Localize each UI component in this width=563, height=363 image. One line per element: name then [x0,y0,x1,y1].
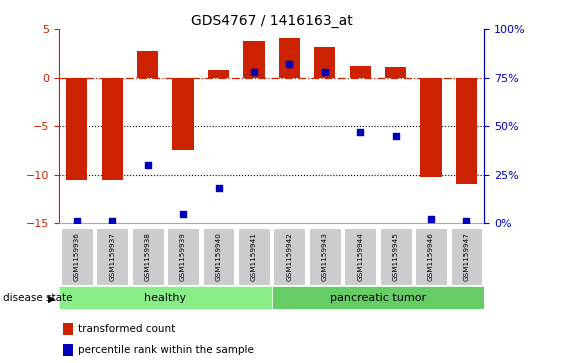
Bar [450,228,482,285]
Text: GSM1159938: GSM1159938 [145,232,151,281]
Bar [208,70,229,78]
Bar [421,78,441,177]
Text: GSM1159940: GSM1159940 [216,232,221,281]
Bar [344,228,376,285]
Bar [137,52,158,78]
Text: GSM1159941: GSM1159941 [251,232,257,281]
Text: pancreatic tumor: pancreatic tumor [330,293,426,303]
Text: GSM1159945: GSM1159945 [392,232,399,281]
Point [178,211,187,216]
Bar [132,228,164,285]
Bar [350,66,371,78]
Text: healthy: healthy [144,293,186,303]
Title: GDS4767 / 1416163_at: GDS4767 / 1416163_at [191,14,352,28]
Bar [415,228,447,285]
Text: GSM1159946: GSM1159946 [428,232,434,281]
Bar [59,286,271,309]
Bar [167,228,199,285]
Point [391,133,400,139]
Text: transformed count: transformed count [78,324,176,334]
Text: percentile rank within the sample: percentile rank within the sample [78,345,254,355]
Bar [203,228,234,285]
Point [356,129,365,135]
Point [214,185,223,191]
Bar [379,228,412,285]
Point [108,219,117,224]
Bar [66,78,87,180]
Text: GSM1159936: GSM1159936 [74,232,80,281]
Point [320,69,329,75]
Bar [309,228,341,285]
Bar [101,78,123,180]
Bar [272,286,484,309]
Text: GSM1159944: GSM1159944 [357,232,363,281]
Point [285,61,294,67]
Point [72,219,81,224]
Point [249,69,258,75]
Text: ▶: ▶ [48,293,55,303]
Bar [172,78,194,150]
Bar [456,78,477,184]
Bar [243,41,265,78]
Bar [64,323,73,335]
Text: GSM1159939: GSM1159939 [180,232,186,281]
Point [143,162,152,168]
Bar [64,344,73,356]
Bar [274,228,305,285]
Point [462,219,471,224]
Text: disease state: disease state [3,293,72,303]
Bar [385,67,406,78]
Bar [279,38,300,78]
Bar [314,46,336,78]
Text: GSM1159937: GSM1159937 [109,232,115,281]
Bar [96,228,128,285]
Text: GSM1159942: GSM1159942 [287,232,292,281]
Bar [61,228,93,285]
Bar [238,228,270,285]
Point [427,216,436,222]
Text: GSM1159947: GSM1159947 [463,232,470,281]
Text: GSM1159943: GSM1159943 [322,232,328,281]
